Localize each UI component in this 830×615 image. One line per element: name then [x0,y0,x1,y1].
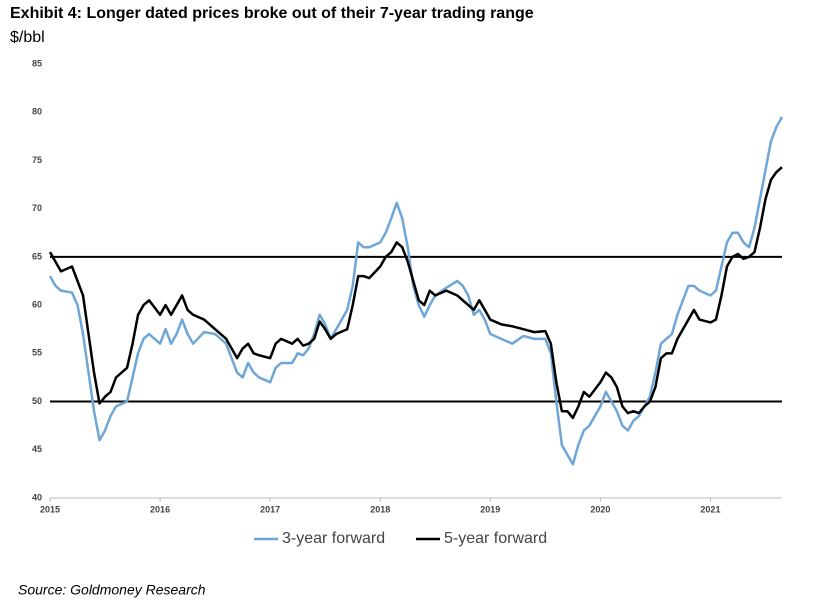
y-tick-label: 55 [32,348,42,358]
y-tick-label: 75 [32,155,42,165]
series-line [48,166,783,420]
chart-subtitle: $/bbl [10,29,45,46]
legend-label: 5-year forward [444,530,547,547]
series-line [48,116,784,466]
legend-label: 3-year forward [282,530,385,547]
x-tick-label: 2016 [150,504,170,514]
x-tick-label: 2017 [260,504,280,514]
x-tick-label: 2021 [700,504,720,514]
source-note: Source: Goldmoney Research [18,582,206,598]
y-tick-label: 45 [32,444,42,454]
y-tick-label: 60 [32,299,42,309]
y-tick-label: 85 [32,58,42,68]
y-tick-label: 70 [32,203,42,213]
x-tick-label: 2015 [40,504,60,514]
y-tick-label: 80 [32,107,42,117]
x-tick-label: 2019 [480,504,500,514]
y-tick-label: 40 [32,492,42,502]
y-tick-label: 65 [32,251,42,261]
chart-title: Exhibit 4: Longer dated prices broke out… [10,5,534,22]
y-tick-label: 50 [32,396,42,406]
x-tick-label: 2018 [370,504,390,514]
x-tick-label: 2020 [590,504,610,514]
